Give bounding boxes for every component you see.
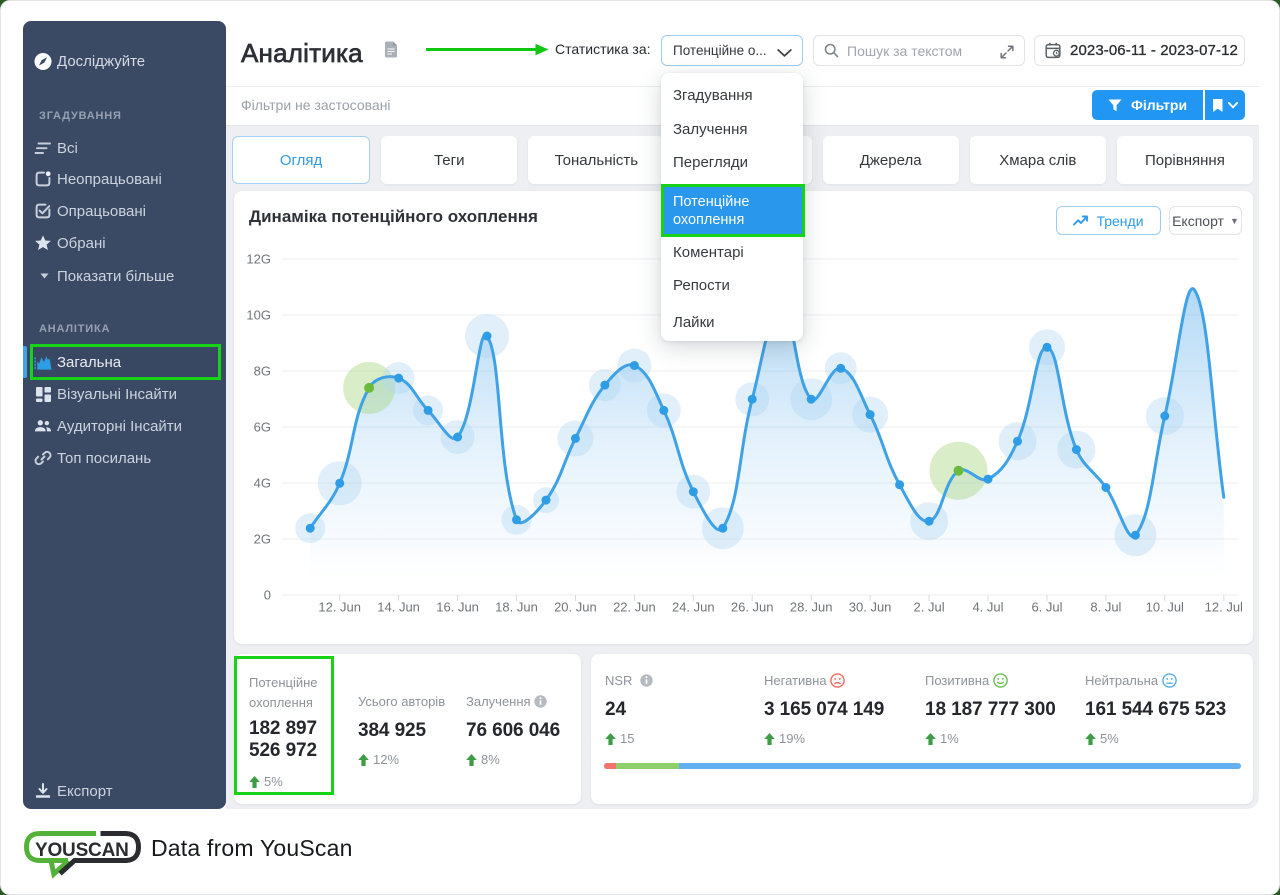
svg-text:6. Jul: 6. Jul	[1031, 600, 1062, 615]
svg-text:16. Jun: 16. Jun	[436, 600, 479, 615]
svg-text:0: 0	[264, 588, 271, 603]
svg-text:8G: 8G	[254, 364, 271, 379]
svg-text:22. Jun: 22. Jun	[613, 600, 656, 615]
svg-text:10G: 10G	[246, 308, 271, 323]
svg-text:14. Jun: 14. Jun	[377, 600, 420, 615]
svg-text:4. Jul: 4. Jul	[972, 600, 1003, 615]
svg-text:12. Jun: 12. Jun	[318, 600, 361, 615]
svg-text:12G: 12G	[246, 252, 271, 267]
svg-text:18. Jun: 18. Jun	[495, 600, 538, 615]
svg-text:2G: 2G	[254, 532, 271, 547]
svg-text:24. Jun: 24. Jun	[672, 600, 715, 615]
svg-text:2. Jul: 2. Jul	[914, 600, 945, 615]
svg-text:4G: 4G	[254, 476, 271, 491]
svg-text:30. Jun: 30. Jun	[849, 600, 892, 615]
svg-text:8. Jul: 8. Jul	[1090, 600, 1121, 615]
svg-text:26. Jun: 26. Jun	[731, 600, 774, 615]
svg-text:6G: 6G	[254, 420, 271, 435]
svg-text:12. Jul: 12. Jul	[1205, 600, 1243, 615]
svg-text:20. Jun: 20. Jun	[554, 600, 597, 615]
svg-text:10. Jul: 10. Jul	[1146, 600, 1184, 615]
svg-text:28. Jun: 28. Jun	[790, 600, 833, 615]
